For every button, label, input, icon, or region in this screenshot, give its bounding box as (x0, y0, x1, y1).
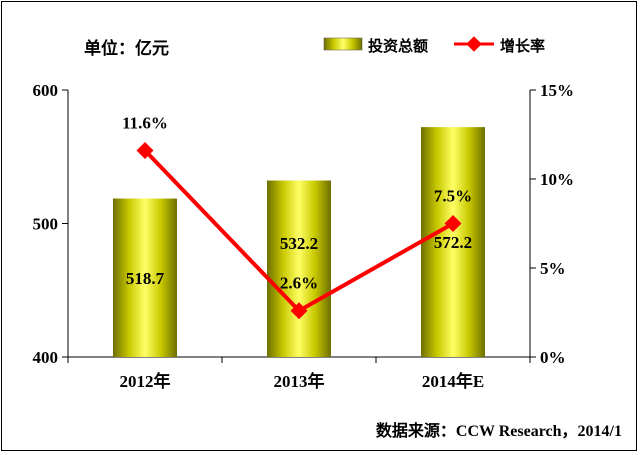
left-tick-label: 600 (33, 81, 59, 100)
right-tick-label: 5% (540, 259, 566, 278)
source-note: 数据来源：CCW Research，2014/1 (376, 421, 622, 440)
bar (267, 180, 331, 357)
growth-value-label: 7.5% (434, 187, 472, 206)
axes: 400 500 600 0% 5% 10% 15% 2012年 2013年 2014年E (33, 81, 575, 391)
legend-line-label: 增长率 (500, 37, 545, 55)
data-labels: 518.7 532.2 572.2 11.6% 2.6% 7.5% (122, 114, 472, 293)
bar-value-label: 572.2 (434, 233, 472, 252)
bar-value-label: 532.2 (280, 234, 318, 253)
growth-value-label: 2.6% (280, 274, 318, 293)
line-series (136, 142, 462, 320)
x-tick-label: 2014年E (422, 371, 484, 391)
bar (421, 127, 485, 357)
growth-marker (290, 302, 308, 320)
legend-bar-label: 投资总额 (368, 37, 428, 55)
legend-bar-swatch (323, 37, 363, 51)
bar-value-label: 518.7 (126, 269, 165, 288)
right-tick-label: 15% (540, 81, 574, 100)
growth-marker (136, 142, 154, 160)
legend: 投资总额 增长率 (323, 36, 545, 55)
growth-marker (444, 215, 462, 232)
growth-value-label: 11.6% (122, 114, 168, 133)
bars (113, 127, 485, 357)
x-tick-label: 2012年 (120, 371, 171, 391)
unit-label: 单位：亿元 (84, 38, 169, 58)
right-tick-label: 0% (540, 348, 566, 367)
left-tick-label: 500 (33, 215, 59, 234)
right-tick-label: 10% (540, 170, 574, 189)
left-tick-label: 400 (33, 348, 59, 367)
legend-line-marker (466, 36, 482, 52)
bar (113, 198, 177, 357)
x-tick-label: 2013年 (274, 371, 325, 391)
